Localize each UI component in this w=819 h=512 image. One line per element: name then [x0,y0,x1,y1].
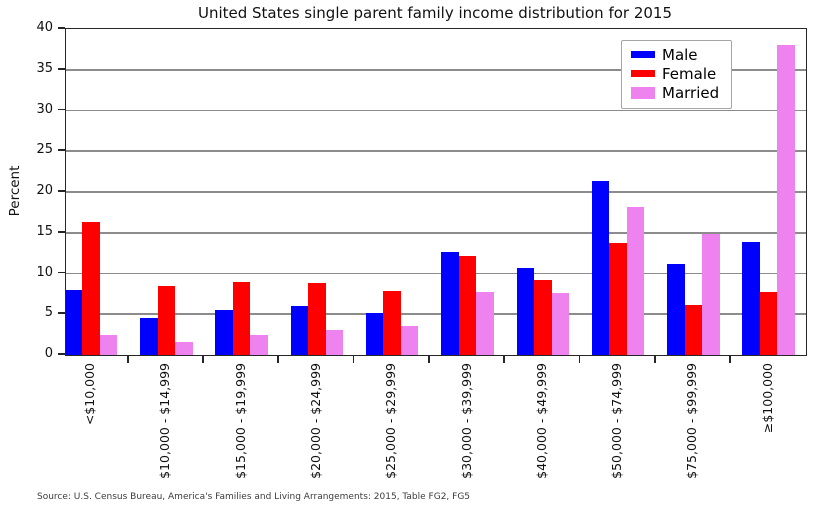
bar-male [667,263,685,355]
gridline-20 [66,191,806,193]
x-tick-label: $50,000 - $74,999 [609,363,625,479]
x-tick-label: $30,000 - $39,999 [458,363,474,479]
y-tick-label: 40 [36,20,53,35]
bar-female [684,305,703,355]
gridline-15 [66,231,806,234]
bar-married [250,335,268,355]
legend-item-female: Female [631,65,719,82]
legend-label: Female [662,64,717,83]
x-tick-label: $15,000 - $19,999 [232,363,248,479]
y-tick-label: 0 [44,346,53,361]
x-tick-label: $25,000 - $29,999 [383,363,399,479]
source-note: Source: U.S. Census Bureau, America's Fa… [37,492,471,502]
x-tick-label: $10,000 - $14,999 [157,363,173,479]
bar-married [175,341,193,355]
bar-married [476,292,494,355]
x-tick-label: $20,000 - $24,999 [307,363,323,479]
male-swatch [631,51,655,58]
bar-female [534,280,552,355]
x-tick-label: <$10,000 [82,363,97,426]
bar-female [759,292,778,355]
bar-male [441,252,459,355]
bar-male [140,317,158,355]
y-tick-mark [58,190,65,192]
x-tick-label: $40,000 - $49,999 [533,363,549,479]
legend-item-married: Married [631,84,719,101]
bar-female [383,291,401,355]
bar-female [82,222,100,355]
bar-male [516,267,535,355]
bar-married [702,233,720,355]
y-tick-label: 25 [36,142,53,158]
legend: Male Female Married [621,40,733,109]
y-tick-label: 10 [36,264,53,280]
x-tick-label: ≥$100,000 [759,363,775,434]
x-tick-mark [277,356,280,363]
legend-label: Married [662,83,720,102]
bar-married [626,206,645,355]
bar-male [591,180,610,355]
gridline-25 [66,150,806,153]
married-swatch [631,86,655,99]
gridline-5 [66,313,806,316]
bar-male [66,289,83,355]
x-tick-mark [578,356,581,363]
bar-married [777,45,795,355]
bar-female [232,281,251,355]
bar-female [458,256,477,355]
legend-label: Male [662,45,698,64]
y-tick-mark [58,108,65,111]
y-tick-mark [58,312,65,315]
bar-married [400,326,419,355]
y-tick-mark [58,230,65,233]
gridline-10 [66,272,806,275]
chart-title: United States single parent family incom… [197,4,673,22]
y-tick-mark [58,271,65,274]
bar-female [609,243,627,355]
bar-male [215,310,233,355]
y-tick-label: 30 [36,101,53,117]
bar-male [742,241,760,355]
bar-male [365,312,384,355]
x-tick-mark [126,356,129,363]
bar-male [290,306,309,355]
bar-married [551,293,570,355]
y-tick-mark [58,27,65,29]
bar-female [308,283,326,355]
x-tick-label: $75,000 - $99,999 [684,363,700,479]
x-tick-mark [352,356,355,363]
y-tick-mark [58,149,65,152]
x-tick-mark [503,356,506,363]
y-tick-mark [58,353,65,355]
x-tick-mark [653,356,656,363]
y-tick-label: 20 [36,183,53,198]
x-tick-mark [729,356,731,363]
bar-married [99,334,118,355]
gridline-35 [66,68,806,71]
y-tick-label: 35 [36,60,53,76]
y-tick-label: 15 [36,223,53,239]
x-tick-mark [202,356,204,363]
legend-item-male: Male [631,46,719,63]
y-tick-mark [58,67,65,70]
gridline-30 [66,109,806,112]
y-tick-label: 5 [44,305,53,321]
bar-female [157,285,176,355]
x-tick-mark [428,356,430,363]
female-swatch [631,70,655,77]
bar-married [325,329,344,355]
